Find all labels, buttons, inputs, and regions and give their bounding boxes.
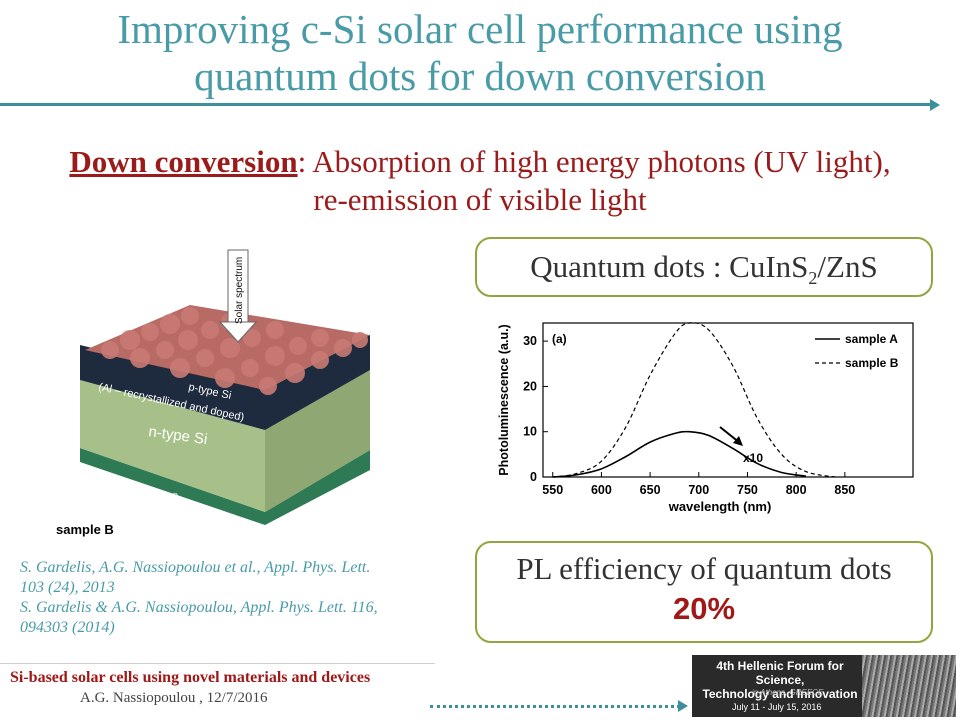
quantum-dots-box: Quantum dots : CuInS2/ZnS	[475, 237, 933, 297]
photoluminescence-chart: 550 600 650 700 750 800 850 0 10 20 30 (a) wavele…	[497, 322, 914, 514]
logo-dates: July 11 - July 15, 2016	[732, 702, 822, 712]
reference-line: 103 (24), 2013	[20, 579, 115, 596]
solar-cell-diagram: Solar spectrum p-type Si (Al – recrystal…	[80, 249, 370, 525]
n-plus-layer	[80, 448, 370, 525]
logo-line3: in Athens, GREECE	[752, 688, 824, 697]
slide-title-line1: Improving c-Si solar cell performance us…	[117, 6, 843, 52]
n-plus-label: n₊	[171, 490, 184, 503]
x-tick-label: 850	[834, 483, 855, 497]
footer-dotted-arrow	[430, 705, 680, 708]
annotation-x10: x10	[743, 451, 763, 465]
quantum-dots-suffix: /ZnS	[817, 249, 878, 284]
title-divider	[0, 103, 936, 106]
quantum-dots	[101, 307, 368, 395]
sample-label: sample B	[56, 522, 114, 537]
solar-spectrum-label: Solar spectrum	[234, 257, 245, 324]
x-tick-label: 650	[640, 483, 661, 497]
legend-label-sample-a: sample A	[845, 332, 898, 346]
definition-line2: re-emission of visible light	[313, 182, 647, 217]
footer-title: Si-based solar cells using novel materia…	[10, 669, 371, 686]
title-divider-arrowhead	[930, 99, 940, 111]
logo-line1: 4th Hellenic Forum for Science,	[716, 659, 844, 687]
definition-term: Down conversion	[69, 144, 298, 179]
footer-divider	[0, 663, 435, 664]
logo-line2: Technology and Innovation	[702, 687, 858, 701]
footer-dotted-arrowhead	[678, 700, 688, 712]
pl-efficiency-box: PL efficiency of quantum dots 20%	[475, 541, 933, 643]
reference-line: S. Gardelis, A.G. Nassiopoulou et al., A…	[20, 559, 371, 576]
x-tick-label: 800	[786, 483, 807, 497]
pl-efficiency-value: 20%	[672, 591, 736, 626]
footer-author: A.G. Nassiopoulou , 12/7/2016	[80, 690, 268, 706]
y-tick-label: 10	[523, 425, 537, 439]
y-tick-label: 20	[523, 379, 537, 393]
reference-line: 094303 (2014)	[20, 619, 115, 636]
plot-frame	[542, 322, 914, 478]
legend-label-sample-b: sample B	[845, 356, 899, 370]
reference-line: S. Gardelis & A.G. Nassiopoulou, Appl. P…	[20, 599, 378, 616]
y-axis-label: Photoluminescence (a.u.)	[497, 324, 511, 475]
y-tick-label: 30	[523, 334, 537, 348]
slide-title: Improving c-Si solar cell performance us…	[0, 6, 960, 100]
chart-legend: sample A sample B	[815, 332, 899, 370]
quantum-dots-subscript: 2	[808, 268, 818, 289]
series-line-sample-b	[552, 322, 836, 478]
logo-image	[862, 655, 956, 717]
pl-efficiency-label: PL efficiency of quantum dots	[516, 551, 892, 586]
x-tick-label: 700	[688, 483, 709, 497]
conference-logo: 4th Hellenic Forum for Science, Technolo…	[692, 655, 956, 717]
quantum-dots-text: Quantum dots : CuInS	[530, 249, 809, 284]
series-line-sample-a	[552, 430, 807, 478]
x-tick-label: 600	[591, 483, 612, 497]
definition-line1: : Absorption of high energy photons (UV …	[297, 144, 891, 179]
references: S. Gardelis, A.G. Nassiopoulou et al., A…	[20, 558, 460, 638]
x-axis-label: wavelength (nm)	[668, 499, 772, 514]
panel-label: (a)	[552, 332, 567, 346]
y-tick-label: 0	[530, 470, 537, 484]
x-tick-label: 550	[542, 483, 563, 497]
slide-title-line2: quantum dots for down conversion	[194, 53, 766, 99]
x-tick-label: 750	[737, 483, 758, 497]
definition-text: Down conversion: Absorption of high ener…	[0, 143, 960, 219]
